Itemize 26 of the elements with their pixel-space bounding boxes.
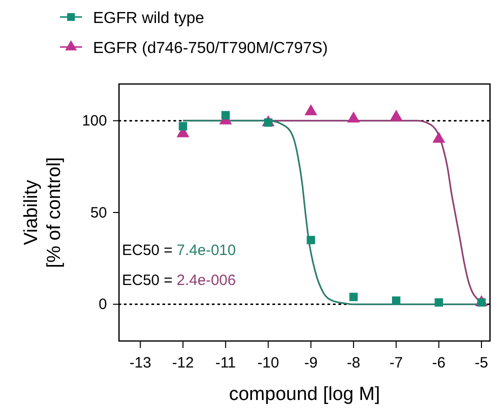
point (306, 236, 316, 244)
y-tick-label: 50 (90, 204, 107, 222)
x-tick-label: -8 (346, 354, 360, 372)
x-tick-label: -13 (129, 354, 152, 372)
x-tick-label: -9 (304, 354, 318, 372)
x-tick-label: -5 (474, 354, 488, 372)
y-tick-label: 100 (82, 112, 107, 130)
point (304, 104, 318, 116)
point (347, 112, 360, 123)
x-tick-label: -6 (432, 354, 446, 372)
annotation: EC50 = 2.4e-006 (122, 272, 236, 289)
point (392, 296, 400, 305)
point (349, 292, 358, 302)
annotation: EC50 = 7.4e-010 (122, 242, 236, 259)
x-tick-label: -11 (215, 354, 236, 372)
x-axis-title: compound [log M] (228, 384, 380, 405)
y-tick-label: 0 (98, 296, 107, 314)
x-tick-label: -7 (390, 354, 403, 372)
x-tick-label: -10 (257, 354, 280, 372)
point (390, 110, 403, 121)
x-tick-label: -12 (172, 354, 194, 372)
legend-label: EGFR (d746-750/T790M/C797S) (93, 40, 328, 57)
legend-label: EGFR wild type (93, 10, 204, 27)
y-axis-title: Viability [% of control] (21, 157, 65, 268)
point (432, 132, 446, 143)
point (434, 298, 444, 307)
